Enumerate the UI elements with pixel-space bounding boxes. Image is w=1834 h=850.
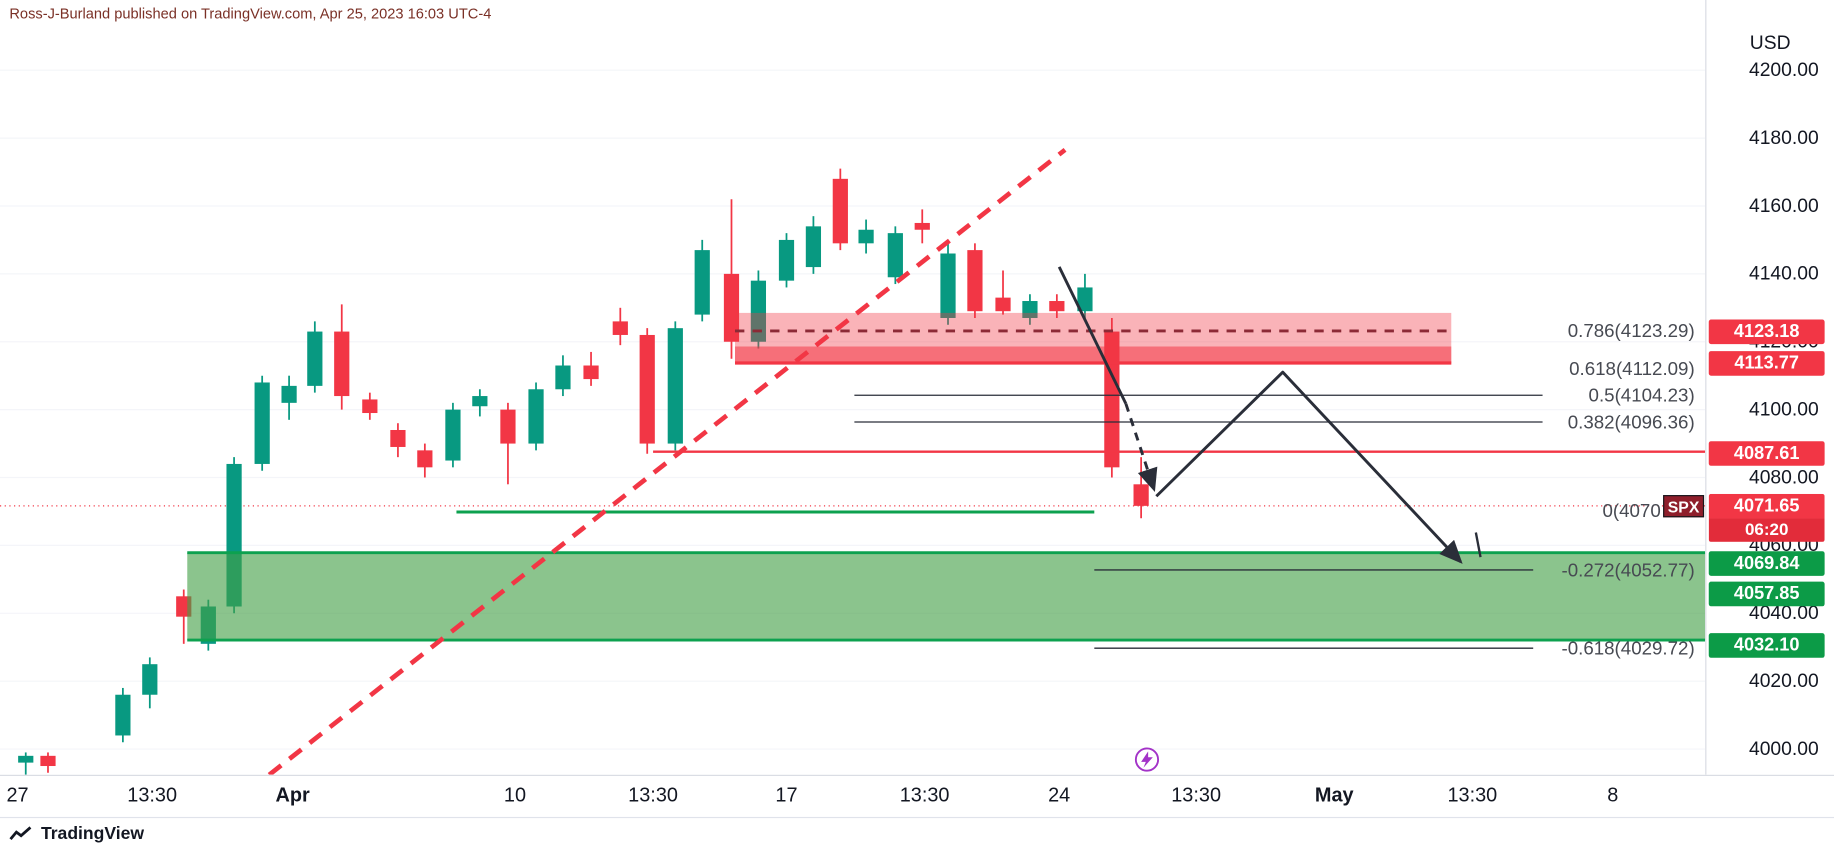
symbol-tag: SPX (1663, 495, 1705, 518)
price-tick: 4040.00 (1748, 602, 1819, 624)
candle-bullish (555, 365, 571, 390)
price-level-label: 4087.61 (1708, 440, 1825, 466)
price-level-label: 4069.84 (1708, 550, 1825, 576)
price-tick: 4000.00 (1748, 738, 1819, 760)
price-level-label: 4057.85 (1708, 581, 1825, 606)
candle-bullish (940, 253, 956, 318)
candle-bearish (1049, 301, 1065, 312)
candle-bearish (1133, 484, 1149, 506)
lightning-icon (1141, 751, 1153, 768)
supply-zone-core[interactable] (734, 346, 1452, 365)
candle-bullish (1077, 287, 1093, 312)
price-chart-canvas[interactable]: 0.786(4123.29) 0.618(4112.09) 0.5(4104.23)… (0, 0, 1706, 775)
candle-bullish (887, 233, 903, 278)
candle-bullish (858, 229, 874, 244)
candle-bearish (334, 331, 350, 397)
candle-bullish (528, 389, 544, 444)
time-tick: 8 (1607, 784, 1619, 807)
time-tick: 13:30 (628, 784, 678, 807)
candle-bullish (778, 239, 795, 281)
fib-label: 0(4070 (1602, 500, 1660, 521)
fib-label: 0.5(4104.23) (1589, 385, 1695, 406)
candle-bullish (805, 226, 822, 268)
candle-bearish (390, 429, 406, 447)
candle-bearish (583, 365, 599, 380)
candle-bearish (967, 250, 983, 312)
time-tick: 17 (775, 784, 798, 807)
price-tick: 4100.00 (1748, 399, 1819, 421)
price-tick: 4160.00 (1748, 195, 1819, 217)
tradingview-brand-bar[interactable]: TradingView (0, 816, 1834, 850)
time-tick: 13:30 (1447, 784, 1498, 807)
candle-bullish (445, 409, 461, 461)
candle-bearish (832, 178, 848, 244)
fib-label: 0.786(4123.29) (1568, 320, 1695, 341)
price-tick: 4020.00 (1748, 670, 1819, 692)
projection-arrow-down[interactable] (1057, 266, 1128, 405)
fib-label: 0.618(4112.09) (1569, 358, 1695, 379)
candle-bullish (115, 694, 131, 736)
currency-label: USD (1749, 32, 1791, 54)
tradingview-brand-text: TradingView (40, 823, 145, 844)
candle-bearish (500, 409, 516, 444)
bar-countdown: 06:20 (1708, 518, 1825, 542)
projection-arrow-down-dashed[interactable] (1124, 403, 1158, 492)
last-price-value: 4071.65 (1708, 493, 1825, 519)
price-tick: 4080.00 (1748, 466, 1819, 489)
time-axis[interactable]: 27 13:30 Apr 10 13:30 17 13:30 24 13:30 May 13:30 8 (0, 774, 1834, 817)
time-tick: 13:30 (899, 784, 950, 807)
candle-bullish (667, 328, 683, 444)
projection-arrow-zigzag[interactable] (1155, 370, 1463, 564)
candle-bullish (281, 385, 297, 403)
time-tick: 13:30 (127, 784, 178, 807)
candle-bullish (750, 280, 767, 342)
time-tick: Apr (275, 784, 310, 807)
candle-bearish (417, 450, 433, 468)
candle-bearish (995, 297, 1011, 312)
price-level-label: 4123.18 (1708, 318, 1825, 344)
candle-bullish (694, 250, 710, 315)
fib-label: -0.618(4029.72) (1561, 638, 1694, 659)
candle-bullish (472, 396, 488, 407)
tradingview-logo-icon (9, 826, 32, 841)
ascending-trendline[interactable] (267, 147, 1067, 775)
price-level-label: 4113.77 (1708, 350, 1825, 376)
time-tick: 13:30 (1171, 784, 1222, 807)
candle-bullish (1022, 301, 1038, 318)
candle-bearish (914, 222, 930, 230)
candle-bearish (362, 399, 378, 414)
time-tick: 10 (503, 784, 527, 807)
last-price-label-block: 4071.65 06:20 (1708, 493, 1825, 542)
candle-bullish (254, 382, 270, 464)
price-tick: 4140.00 (1748, 263, 1819, 285)
candle-bullish (18, 755, 34, 763)
candle-bearish (639, 334, 655, 444)
price-level-label: 4032.10 (1708, 632, 1825, 658)
time-tick: 24 (1048, 784, 1071, 807)
candle-bullish (142, 664, 158, 695)
price-axis[interactable]: USD 4071.65 06:20 4200.00 4180.00 4160.00 4… (1705, 0, 1834, 775)
attribution-text: Ross-J-Burland published on TradingView.… (9, 5, 492, 23)
time-tick: 27 (6, 784, 29, 807)
candle-bearish (612, 321, 628, 335)
time-tick: May (1314, 784, 1354, 807)
candle-bullish (307, 331, 323, 386)
fib-label: -0.272(4052.77) (1561, 559, 1694, 580)
annotation-tick[interactable] (1474, 532, 1482, 558)
price-tick: 4200.00 (1748, 59, 1819, 81)
price-tick: 4180.00 (1748, 127, 1819, 149)
fib-label: 0.382(4096.36) (1568, 411, 1695, 432)
candle-bearish (723, 273, 740, 342)
demand-zone[interactable] (187, 552, 1706, 641)
candle-bearish (40, 755, 56, 767)
